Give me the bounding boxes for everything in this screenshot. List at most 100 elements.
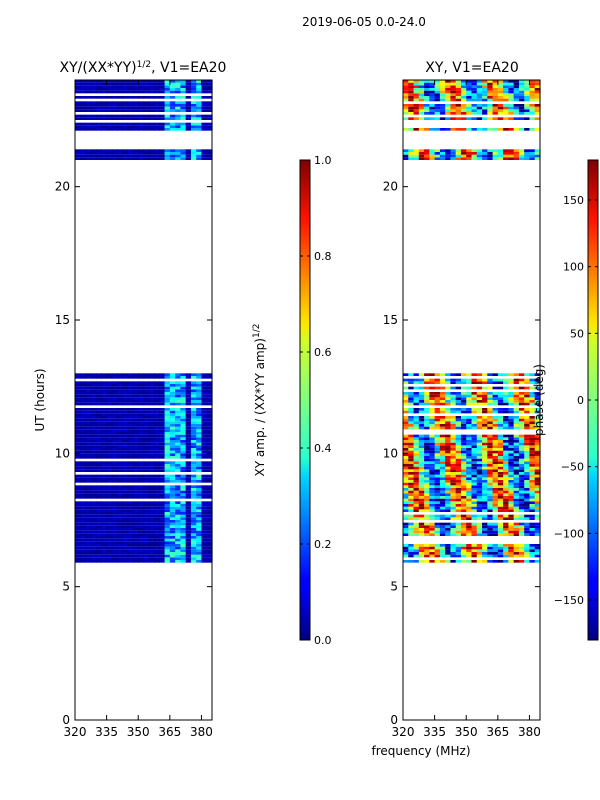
- heatmap-cell: [471, 128, 478, 131]
- heatmap-cell: [117, 400, 124, 403]
- heatmap-cell: [206, 520, 213, 523]
- heatmap-cell: [424, 474, 430, 478]
- heatmap-cell: [434, 554, 441, 558]
- heatmap-cell: [169, 104, 176, 107]
- heatmap-cell: [424, 117, 430, 120]
- heatmap-cell: [75, 546, 81, 550]
- heatmap-cell: [164, 554, 171, 558]
- heatmap-cell: [460, 514, 467, 518]
- heatmap-cell: [196, 416, 203, 419]
- heatmap-cell: [190, 386, 197, 390]
- heatmap-cell: [466, 448, 473, 451]
- heatmap-cell: [206, 493, 213, 496]
- heatmap-cell: [450, 128, 457, 131]
- heatmap-cell: [206, 386, 213, 390]
- heatmap-cell: [143, 432, 150, 435]
- heatmap-cell: [439, 461, 446, 464]
- heatmap-cell: [429, 482, 436, 486]
- heatmap-cell: [534, 378, 541, 382]
- heatmap-cell: [190, 392, 197, 395]
- heatmap-cell: [111, 488, 118, 491]
- heatmap-cell: [90, 426, 97, 430]
- heatmap-cell: [111, 114, 118, 118]
- heatmap-cell: [492, 445, 499, 448]
- heatmap-cell: [80, 392, 87, 395]
- heatmap-cell: [429, 442, 436, 446]
- heatmap-cell: [148, 82, 155, 86]
- heatmap-cell: [206, 461, 213, 464]
- heatmap-cell: [75, 90, 81, 94]
- heatmap-cell: [518, 552, 525, 555]
- heatmap-cell: [185, 114, 192, 118]
- heatmap-cell: [503, 440, 509, 443]
- heatmap-cell: [439, 560, 446, 563]
- heatmap-cell: [513, 88, 520, 91]
- heatmap-cell: [529, 448, 536, 451]
- heatmap-cell: [111, 381, 118, 384]
- heatmap-cell: [497, 554, 504, 558]
- heatmap-cell: [534, 149, 541, 152]
- heatmap-cell: [196, 157, 203, 160]
- heatmap-cell: [418, 549, 425, 552]
- phase-y-tick-label: 0: [390, 713, 398, 727]
- heatmap-cell: [524, 458, 531, 462]
- heatmap-cell: [455, 453, 462, 456]
- heatmap-cell: [471, 408, 478, 411]
- heatmap-cell: [497, 96, 504, 99]
- heatmap-cell: [85, 434, 92, 438]
- heatmap-cell: [513, 546, 520, 550]
- heatmap-cell: [482, 544, 488, 547]
- heatmap-cell: [434, 440, 441, 443]
- heatmap-cell: [159, 418, 166, 422]
- heatmap-cell: [143, 402, 150, 406]
- heatmap-cell: [518, 530, 525, 534]
- heatmap-cell: [518, 410, 525, 414]
- heatmap-cell: [196, 402, 203, 406]
- heatmap-cell: [450, 530, 457, 534]
- heatmap-cell: [476, 373, 483, 376]
- heatmap-cell: [434, 544, 441, 547]
- heatmap-cell: [487, 434, 494, 438]
- heatmap-cell: [492, 560, 499, 563]
- heatmap-cell: [450, 157, 457, 160]
- heatmap-cell: [450, 506, 457, 510]
- heatmap-cell: [408, 154, 415, 158]
- heatmap-cell: [450, 394, 457, 398]
- heatmap-cell: [159, 410, 166, 414]
- heatmap-cell: [460, 98, 467, 102]
- heatmap-cell: [439, 488, 446, 491]
- heatmap-cell: [206, 448, 213, 451]
- heatmap-cell: [429, 533, 436, 536]
- heatmap-cell: [429, 85, 436, 88]
- heatmap-cell: [201, 520, 208, 523]
- heatmap-cell: [455, 501, 462, 504]
- heatmap-cell: [138, 101, 145, 104]
- heatmap-cell: [503, 381, 509, 384]
- heatmap-cell: [460, 549, 467, 552]
- heatmap-cell: [408, 474, 415, 478]
- heatmap-cell: [429, 474, 436, 478]
- heatmap-cell: [132, 426, 139, 430]
- heatmap-cell: [413, 474, 420, 478]
- heatmap-cell: [455, 80, 462, 83]
- heatmap-cell: [476, 381, 483, 384]
- heatmap-cell: [492, 106, 499, 110]
- heatmap-cell: [466, 450, 473, 454]
- heatmap-cell: [508, 498, 515, 502]
- heatmap-cell: [524, 152, 531, 155]
- heatmap-cell: [450, 549, 457, 552]
- heatmap-cell: [503, 474, 509, 478]
- heatmap-cell: [175, 442, 181, 446]
- heatmap-cell: [471, 117, 478, 120]
- heatmap-cell: [206, 528, 213, 531]
- heatmap-cell: [185, 90, 192, 94]
- heatmap-cell: [424, 482, 430, 486]
- heatmap-cell: [148, 96, 155, 99]
- heatmap-cell: [127, 389, 134, 392]
- heatmap-cell: [487, 501, 494, 504]
- heatmap-cell: [518, 424, 525, 427]
- heatmap-cell: [75, 549, 81, 552]
- heatmap-cell: [169, 557, 176, 560]
- heatmap-cell: [445, 117, 452, 120]
- heatmap-cell: [127, 456, 134, 459]
